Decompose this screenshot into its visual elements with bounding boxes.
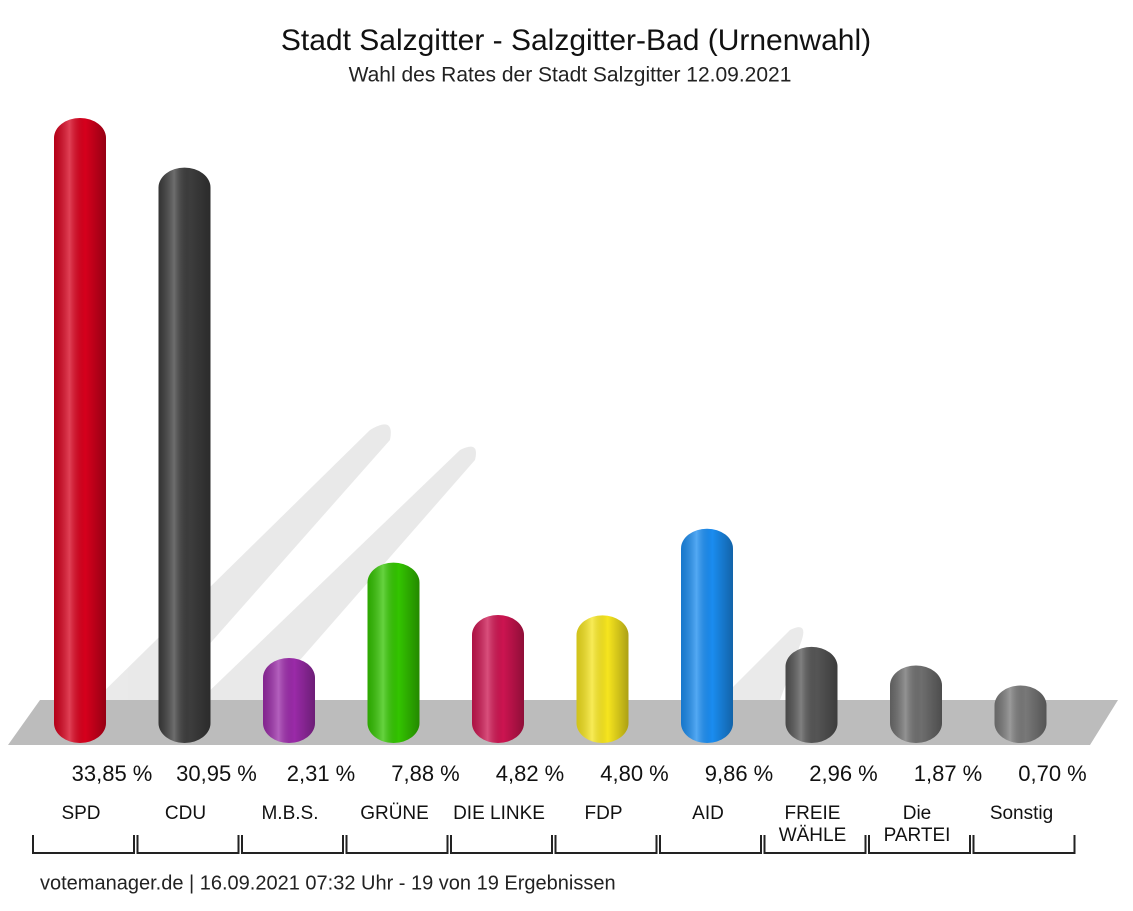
- value-label: 2,31 %: [287, 761, 356, 786]
- category-label: GRÜNE: [360, 803, 429, 824]
- value-label: 1,87 %: [914, 761, 983, 786]
- bar-shading: [890, 665, 942, 743]
- category-label: FREIE WÄHLE: [778, 803, 847, 846]
- value-label: 2,96 %: [809, 761, 878, 786]
- value-label: 4,80 %: [600, 761, 669, 786]
- bar-shading: [367, 562, 420, 743]
- category-bracket: [554, 835, 658, 854]
- bar-shading: [472, 614, 524, 743]
- category-bracket: [868, 835, 971, 854]
- value-label: 33,85 %: [72, 761, 153, 786]
- category-bracket: [763, 835, 867, 854]
- bar-shading: [158, 167, 211, 744]
- category-label: AID: [692, 803, 724, 824]
- category-bracket: [659, 835, 762, 854]
- bar-shading: [576, 615, 629, 743]
- category-label: CDU: [164, 803, 207, 824]
- bar-shading: [994, 685, 1047, 743]
- category-bracket: [32, 835, 135, 854]
- value-label: 0,70 %: [1018, 761, 1087, 786]
- category-label: Die PARTEI: [883, 803, 951, 846]
- category-label: M.B.S.: [261, 803, 319, 824]
- value-label: 30,95 %: [176, 761, 257, 786]
- category-bracket: [345, 835, 449, 854]
- category-bracket: [241, 835, 344, 854]
- value-label: 4,82 %: [496, 761, 565, 786]
- bar-shading: [54, 117, 106, 743]
- bar-shading: [681, 528, 733, 743]
- value-label: 9,86 %: [705, 761, 774, 786]
- category-bracket: [450, 835, 553, 854]
- chart-title: Stadt Salzgitter - Salzgitter-Bad (Urnen…: [281, 24, 871, 57]
- category-label: Sonstig: [989, 803, 1054, 824]
- value-label: 7,88 %: [391, 761, 460, 786]
- category-label: SPD: [61, 803, 101, 824]
- category-label: DIE LINKE: [453, 803, 545, 824]
- bar-shading: [263, 657, 315, 743]
- category-bracket: [136, 835, 240, 854]
- chart-subtitle: Wahl des Rates der Stadt Salzgitter 12.0…: [349, 64, 792, 87]
- bar-shading: [785, 646, 838, 743]
- category-bracket: [972, 835, 1076, 854]
- footer: votemanager.de | 16.09.2021 07:32 Uhr - …: [40, 872, 616, 894]
- category-label: FDP: [584, 803, 623, 824]
